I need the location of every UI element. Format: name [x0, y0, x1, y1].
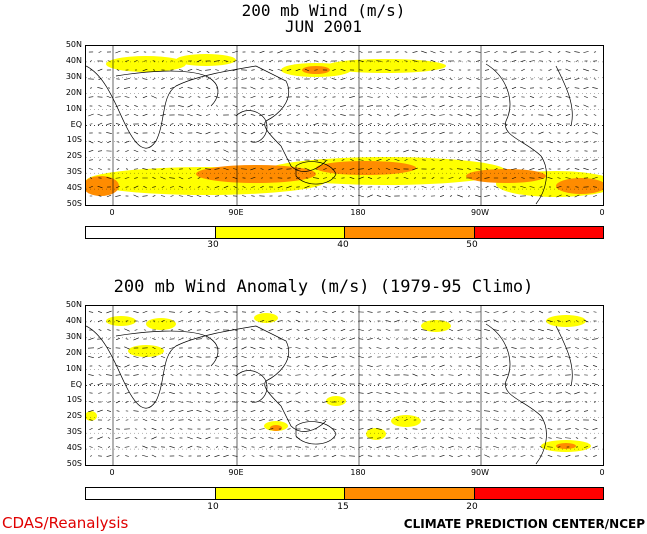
lat-label: 30S	[66, 167, 82, 177]
lat-label: 20S	[66, 411, 82, 421]
lat-label: 50S	[66, 459, 82, 468]
top-title-line1: 200 mb Wind (m/s)	[241, 1, 406, 20]
lat-label: EQ	[70, 379, 82, 389]
bottom-colorbar-bin	[345, 488, 475, 499]
bottom-title: 200 mb Wind Anomaly (m/s) (1979-95 Climo…	[113, 277, 534, 297]
lon-label: 0	[599, 208, 605, 217]
top-colorbar-bin	[345, 227, 475, 238]
lon-label: 90W	[470, 468, 490, 477]
lat-label: 50S	[66, 199, 82, 208]
lat-label: 10S	[66, 135, 82, 145]
footer-source-label: CDAS/Reanalysis	[2, 514, 129, 532]
top-colorbar-tick: 40	[337, 240, 349, 250]
lat-label: 50N	[65, 40, 82, 49]
lon-label: 180	[350, 208, 366, 217]
bottom-anomaly-map	[85, 305, 604, 466]
lat-label: 10N	[65, 363, 82, 373]
lat-label: 40S	[66, 183, 82, 193]
top-colorbar-bin	[474, 227, 603, 238]
bottom-colorbar-bin	[86, 488, 216, 499]
lon-label: 90W	[470, 208, 490, 217]
bottom-colorbar-bin	[474, 488, 603, 499]
lat-label: 40N	[65, 315, 82, 325]
lat-label: 30N	[65, 331, 82, 341]
lat-label: 30N	[65, 71, 82, 81]
top-colorbar-tick: 30	[207, 240, 219, 250]
lat-label: 20N	[65, 87, 82, 97]
bottom-colorbar-tick: 15	[337, 502, 349, 512]
lat-label: 10S	[66, 395, 82, 405]
lon-label: 0	[109, 468, 115, 477]
lat-label: 20N	[65, 347, 82, 357]
lat-label: 40N	[65, 55, 82, 65]
bottom-colorbar	[85, 487, 604, 500]
bottom-colorbar-tick: 20	[466, 502, 478, 512]
bottom-colorbar-bin	[215, 488, 345, 499]
top-colorbar-bin	[215, 227, 345, 238]
lon-label: 90E	[228, 208, 244, 217]
lat-label: 40S	[66, 443, 82, 453]
lon-label: 90E	[228, 468, 244, 477]
top-colorbar-tick: 50	[466, 240, 478, 250]
map-canvas	[86, 46, 603, 205]
top-colorbar	[85, 226, 604, 239]
lon-label: 180	[350, 468, 366, 477]
bottom-colorbar-tick: 10	[207, 502, 219, 512]
lat-label: 50N	[65, 300, 82, 309]
lat-label: EQ	[70, 119, 82, 129]
top-wind-map	[85, 45, 604, 206]
lat-label: 20S	[66, 151, 82, 161]
lat-label: 10N	[65, 103, 82, 113]
footer-agency-label: CLIMATE PREDICTION CENTER/NCEP	[403, 517, 645, 531]
lon-label: 0	[599, 468, 605, 477]
lat-label: 30S	[66, 427, 82, 437]
lon-label: 0	[109, 208, 115, 217]
map-canvas	[86, 306, 603, 465]
top-colorbar-bin	[86, 227, 216, 238]
top-title-line2: JUN 2001	[284, 17, 363, 36]
